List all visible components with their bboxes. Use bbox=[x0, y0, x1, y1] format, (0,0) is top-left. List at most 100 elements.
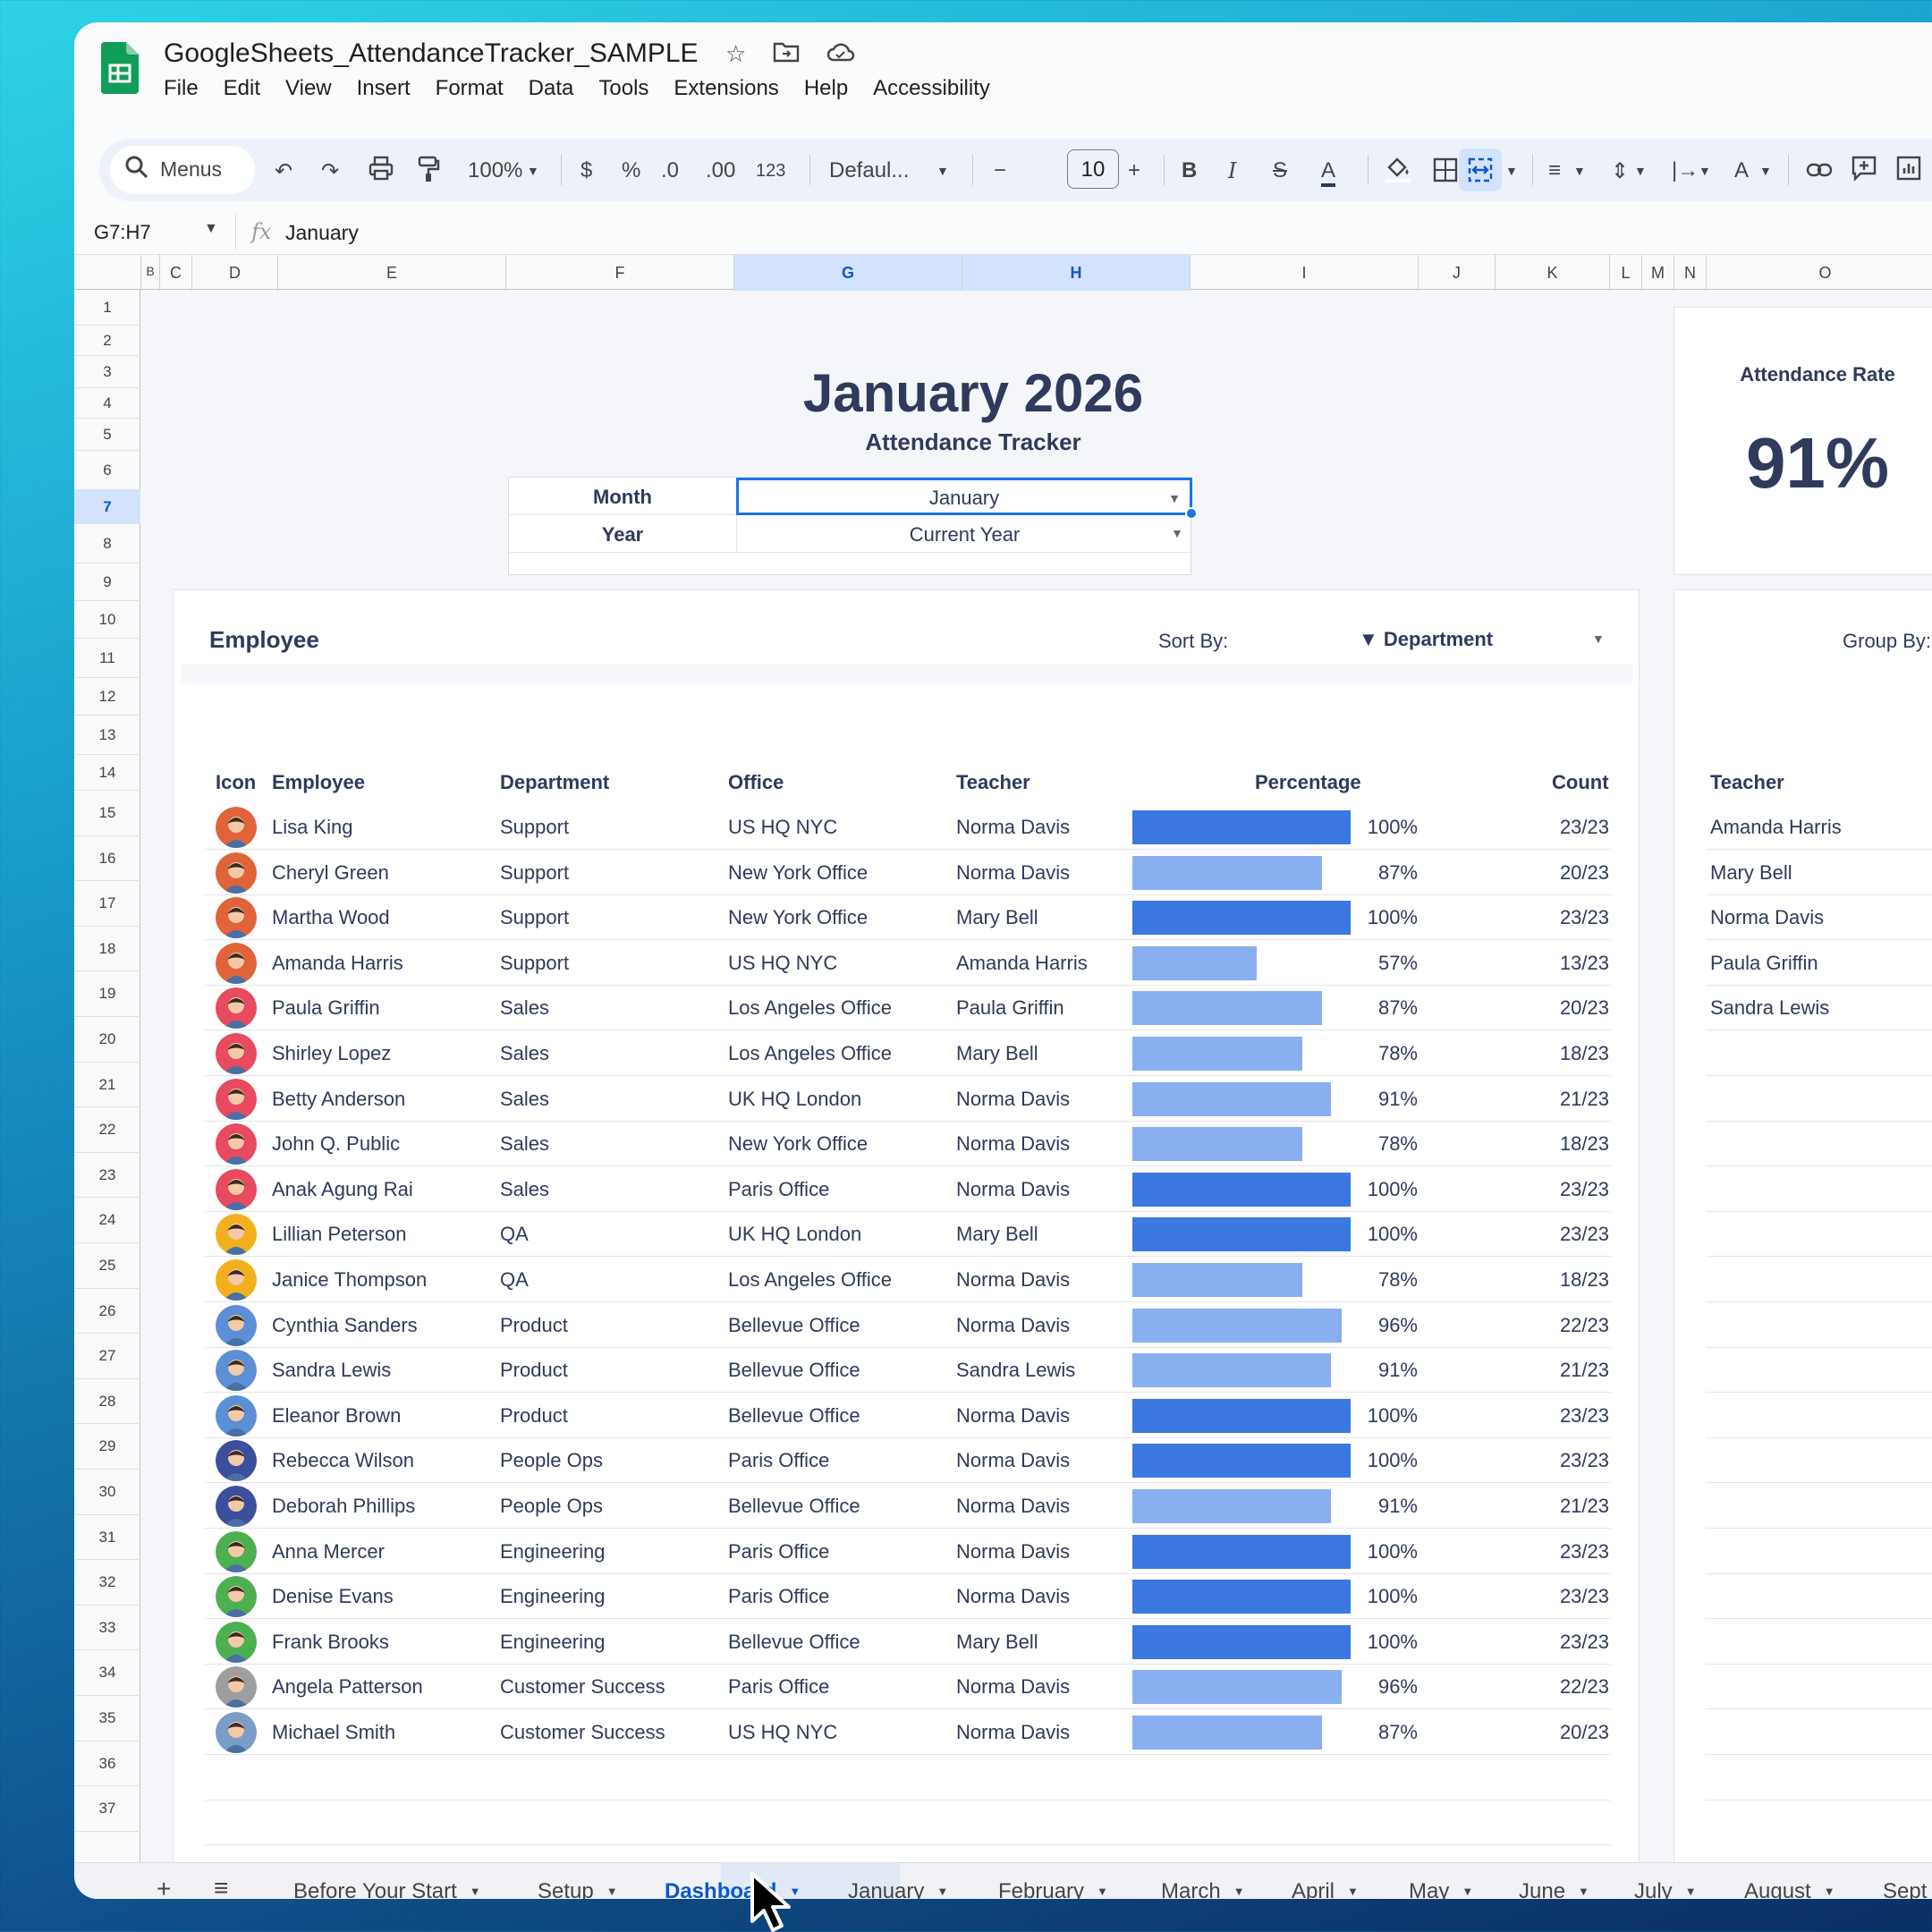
row-header[interactable]: 29 bbox=[74, 1424, 140, 1470]
month-caret-icon[interactable]: ▼ bbox=[1168, 491, 1181, 505]
tab-april[interactable]: April ▼ bbox=[1292, 1879, 1359, 1899]
column-header-c[interactable]: C bbox=[159, 255, 191, 291]
employee-row[interactable]: Denise Evans Engineering Paris Office Norma… bbox=[205, 1574, 1611, 1620]
employee-row[interactable]: Lillian Peterson QA UK HQ London Mary Bell 1… bbox=[205, 1212, 1611, 1258]
group-row[interactable]: Mary Bell bbox=[1706, 851, 1932, 895]
add-sheet-icon[interactable]: + bbox=[157, 1875, 172, 1899]
row-header[interactable]: 17 bbox=[74, 881, 140, 927]
rotation-caret-icon[interactable]: ▼ bbox=[1759, 164, 1772, 178]
employee-row[interactable]: Paula Griffin Sales Los Angeles Office Paul… bbox=[205, 986, 1611, 1031]
name-box[interactable]: G7:H7 bbox=[94, 221, 151, 243]
percent-format-button[interactable]: % bbox=[622, 158, 641, 182]
row-header[interactable]: 23 bbox=[74, 1153, 140, 1199]
row-header[interactable]: 18 bbox=[74, 927, 140, 972]
employee-row[interactable]: Martha Wood Support New York Office Mary Be… bbox=[205, 895, 1611, 941]
column-header-k[interactable]: K bbox=[1495, 255, 1609, 291]
column-header-h[interactable]: H bbox=[962, 255, 1190, 291]
employee-row[interactable]: Shirley Lopez Sales Los Angeles Office Mary… bbox=[205, 1031, 1611, 1076]
move-folder-icon[interactable] bbox=[773, 40, 800, 64]
employee-row[interactable]: John Q. Public Sales New York Office Norma … bbox=[205, 1122, 1611, 1167]
row-header[interactable]: 11 bbox=[74, 639, 140, 678]
zoom-caret-icon[interactable]: ▼ bbox=[527, 164, 539, 178]
row-header[interactable]: 25 bbox=[74, 1243, 140, 1289]
text-wrapping-icon[interactable]: |→ bbox=[1672, 158, 1699, 182]
row-header[interactable]: 6 bbox=[74, 451, 140, 490]
insert-link-icon[interactable] bbox=[1806, 158, 1833, 182]
column-header-n[interactable]: N bbox=[1674, 255, 1706, 291]
tab-setup[interactable]: Setup ▼ bbox=[538, 1879, 618, 1899]
row-header[interactable]: 10 bbox=[74, 601, 140, 639]
row-header[interactable]: 4 bbox=[74, 388, 140, 419]
employee-row[interactable]: Angela Patterson Customer Success Paris Of… bbox=[205, 1665, 1611, 1710]
redo-icon[interactable]: ↷ bbox=[321, 159, 340, 183]
month-dropdown[interactable]: January ▼ bbox=[736, 478, 1192, 515]
star-icon[interactable]: ☆ bbox=[725, 40, 747, 67]
menu-tools[interactable]: Tools bbox=[598, 76, 649, 100]
tab-may[interactable]: May ▼ bbox=[1409, 1879, 1473, 1899]
employee-row[interactable]: Cynthia Sanders Product Bellevue Office Nor… bbox=[205, 1303, 1611, 1348]
menu-file[interactable]: File bbox=[164, 76, 199, 100]
tab-january[interactable]: January ▼ bbox=[848, 1879, 948, 1899]
menu-extensions[interactable]: Extensions bbox=[674, 76, 779, 100]
row-header[interactable]: 19 bbox=[74, 971, 140, 1017]
row-header[interactable]: 21 bbox=[74, 1063, 140, 1108]
employee-row[interactable]: Anna Mercer Engineering Paris Office Norma … bbox=[205, 1530, 1611, 1574]
row-header[interactable]: 2 bbox=[74, 326, 140, 356]
bold-button[interactable]: B bbox=[1182, 158, 1198, 182]
group-row[interactable]: Paula Griffin bbox=[1706, 941, 1932, 986]
group-row[interactable]: Sandra Lewis bbox=[1706, 986, 1932, 1031]
borders-icon[interactable] bbox=[1432, 157, 1459, 183]
increase-decimal-button[interactable]: .00 bbox=[706, 158, 736, 182]
tab-september[interactable]: Sept bbox=[1883, 1879, 1927, 1899]
group-row[interactable]: Norma Davis bbox=[1706, 895, 1932, 941]
currency-format-button[interactable]: $ bbox=[580, 158, 593, 182]
font-caret-icon[interactable]: ▼ bbox=[936, 164, 949, 178]
employee-row[interactable]: Amanda Harris Support US HQ NYC Amanda Harr… bbox=[205, 941, 1611, 986]
text-color-icon[interactable]: A bbox=[1321, 158, 1336, 187]
all-sheets-icon[interactable]: ≡ bbox=[214, 1874, 229, 1899]
column-header-o[interactable]: O bbox=[1706, 255, 1932, 291]
menu-accessibility[interactable]: Accessibility bbox=[873, 76, 990, 100]
sort-caret-icon[interactable]: ▼ bbox=[1592, 631, 1605, 646]
cloud-status-icon[interactable] bbox=[826, 40, 855, 64]
vertical-align-icon[interactable]: ⇕ bbox=[1611, 159, 1630, 183]
column-header-d[interactable]: D bbox=[191, 255, 277, 291]
employee-row[interactable]: Lisa King Support US HQ NYC Norma Davis 100%… bbox=[205, 805, 1611, 850]
sheets-logo-icon[interactable] bbox=[101, 42, 139, 94]
menus-search[interactable]: Menus bbox=[110, 146, 255, 194]
merge-cells-button[interactable] bbox=[1459, 148, 1502, 191]
print-icon[interactable] bbox=[368, 155, 394, 182]
row-header[interactable]: 8 bbox=[74, 524, 140, 564]
row-header[interactable]: 20 bbox=[74, 1017, 140, 1063]
select-all-corner[interactable] bbox=[74, 255, 140, 291]
tab-august[interactable]: August ▼ bbox=[1744, 1879, 1835, 1899]
horizontal-align-icon[interactable]: ≡ bbox=[1548, 158, 1562, 182]
strikethrough-icon[interactable]: S bbox=[1273, 158, 1288, 182]
text-rotation-icon[interactable]: A bbox=[1734, 158, 1750, 182]
tab-july[interactable]: July ▼ bbox=[1634, 1879, 1697, 1899]
merge-caret-icon[interactable]: ▼ bbox=[1505, 164, 1518, 178]
tab-before-your-start[interactable]: Before Your Start ▼ bbox=[293, 1879, 481, 1899]
employee-row[interactable]: Cheryl Green Support New York Office Norma … bbox=[205, 851, 1611, 895]
font-size-decrease-icon[interactable]: − bbox=[994, 158, 1007, 182]
row-header[interactable]: 22 bbox=[74, 1107, 140, 1153]
paint-format-icon[interactable] bbox=[416, 155, 441, 183]
fill-color-icon[interactable] bbox=[1384, 155, 1412, 183]
name-box-caret-icon[interactable]: ▼ bbox=[204, 221, 218, 236]
employee-row[interactable]: Eleanor Brown Product Bellevue Office Norma… bbox=[205, 1394, 1611, 1438]
column-header-g[interactable]: G bbox=[733, 255, 962, 291]
wrap-caret-icon[interactable]: ▼ bbox=[1699, 164, 1711, 178]
employee-row[interactable]: Anak Agung Rai Sales Paris Office Norma Dav… bbox=[205, 1167, 1611, 1212]
row-header[interactable]: 34 bbox=[74, 1650, 140, 1696]
row-header[interactable]: 3 bbox=[74, 356, 140, 388]
document-title[interactable]: GoogleSheets_AttendanceTracker_SAMPLE bbox=[164, 38, 699, 68]
font-select[interactable]: Defaul... bbox=[829, 158, 910, 182]
valign-caret-icon[interactable]: ▼ bbox=[1634, 164, 1647, 178]
decrease-decimal-button[interactable]: .0 bbox=[661, 158, 680, 182]
row-header[interactable]: 33 bbox=[74, 1606, 140, 1651]
row-header[interactable]: 24 bbox=[74, 1198, 140, 1243]
menu-data[interactable]: Data bbox=[528, 76, 574, 100]
column-header-b[interactable]: B bbox=[140, 255, 159, 291]
font-size-increase-icon[interactable]: + bbox=[1128, 158, 1141, 182]
row-header[interactable]: 35 bbox=[74, 1696, 140, 1741]
